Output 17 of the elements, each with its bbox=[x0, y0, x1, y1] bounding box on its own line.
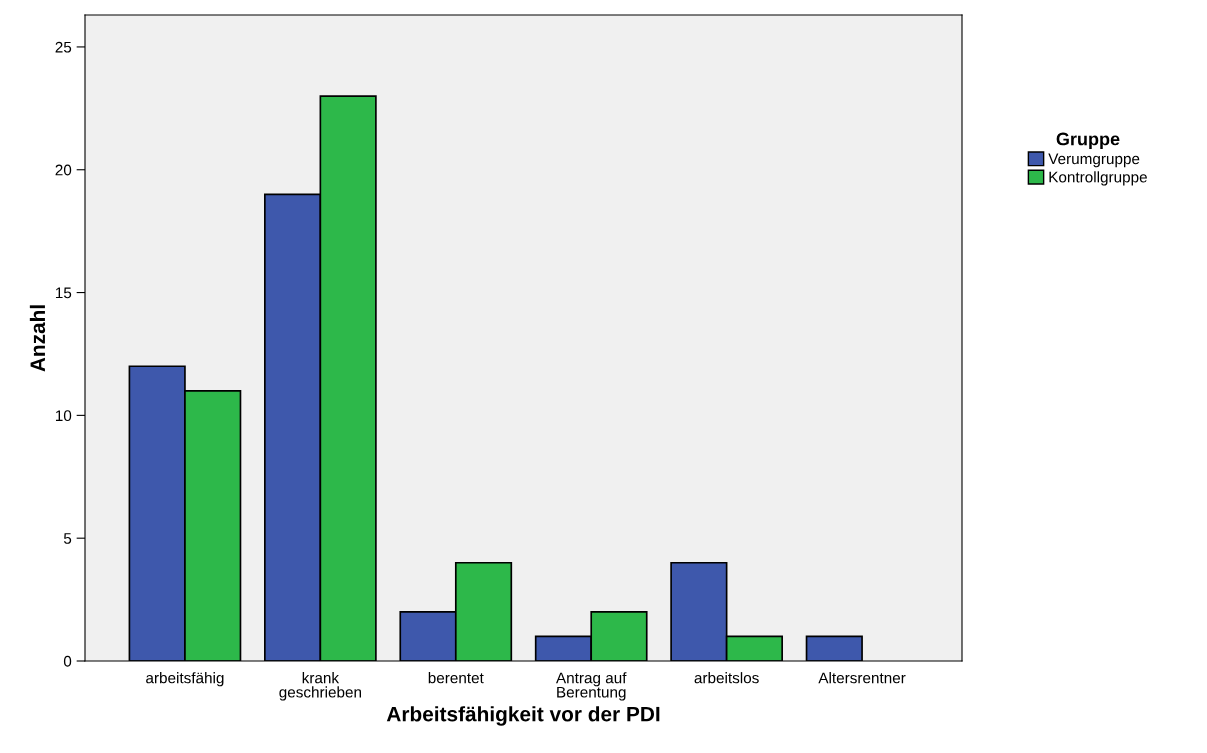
legend-label: Kontrollgruppe bbox=[1049, 171, 1147, 186]
y-tick-label: 20 bbox=[55, 164, 72, 176]
legend-title: Gruppe bbox=[1056, 132, 1120, 149]
x-tick-label: arbeitslos bbox=[694, 672, 759, 684]
legend-label: Verumgruppe bbox=[1048, 153, 1140, 168]
x-tick-label: Antrag auf Berentung bbox=[556, 672, 627, 701]
y-tick-label: 10 bbox=[55, 410, 72, 422]
y-tick-label: 25 bbox=[55, 41, 72, 53]
y-tick-label: 0 bbox=[63, 655, 72, 667]
y-tick-label: 5 bbox=[63, 533, 72, 544]
x-tick-label: arbeitsfähig bbox=[146, 672, 224, 687]
x-tick-label: Altersrentner bbox=[818, 672, 906, 684]
x-tick-label: berentet bbox=[428, 672, 484, 684]
x-axis-title: Arbeitsfähigkeit vor der PDI bbox=[386, 706, 660, 726]
x-tick-label: krank geschrieben bbox=[279, 672, 361, 701]
y-tick-label: 15 bbox=[55, 287, 72, 299]
y-axis-title: Anzahl bbox=[29, 305, 46, 372]
